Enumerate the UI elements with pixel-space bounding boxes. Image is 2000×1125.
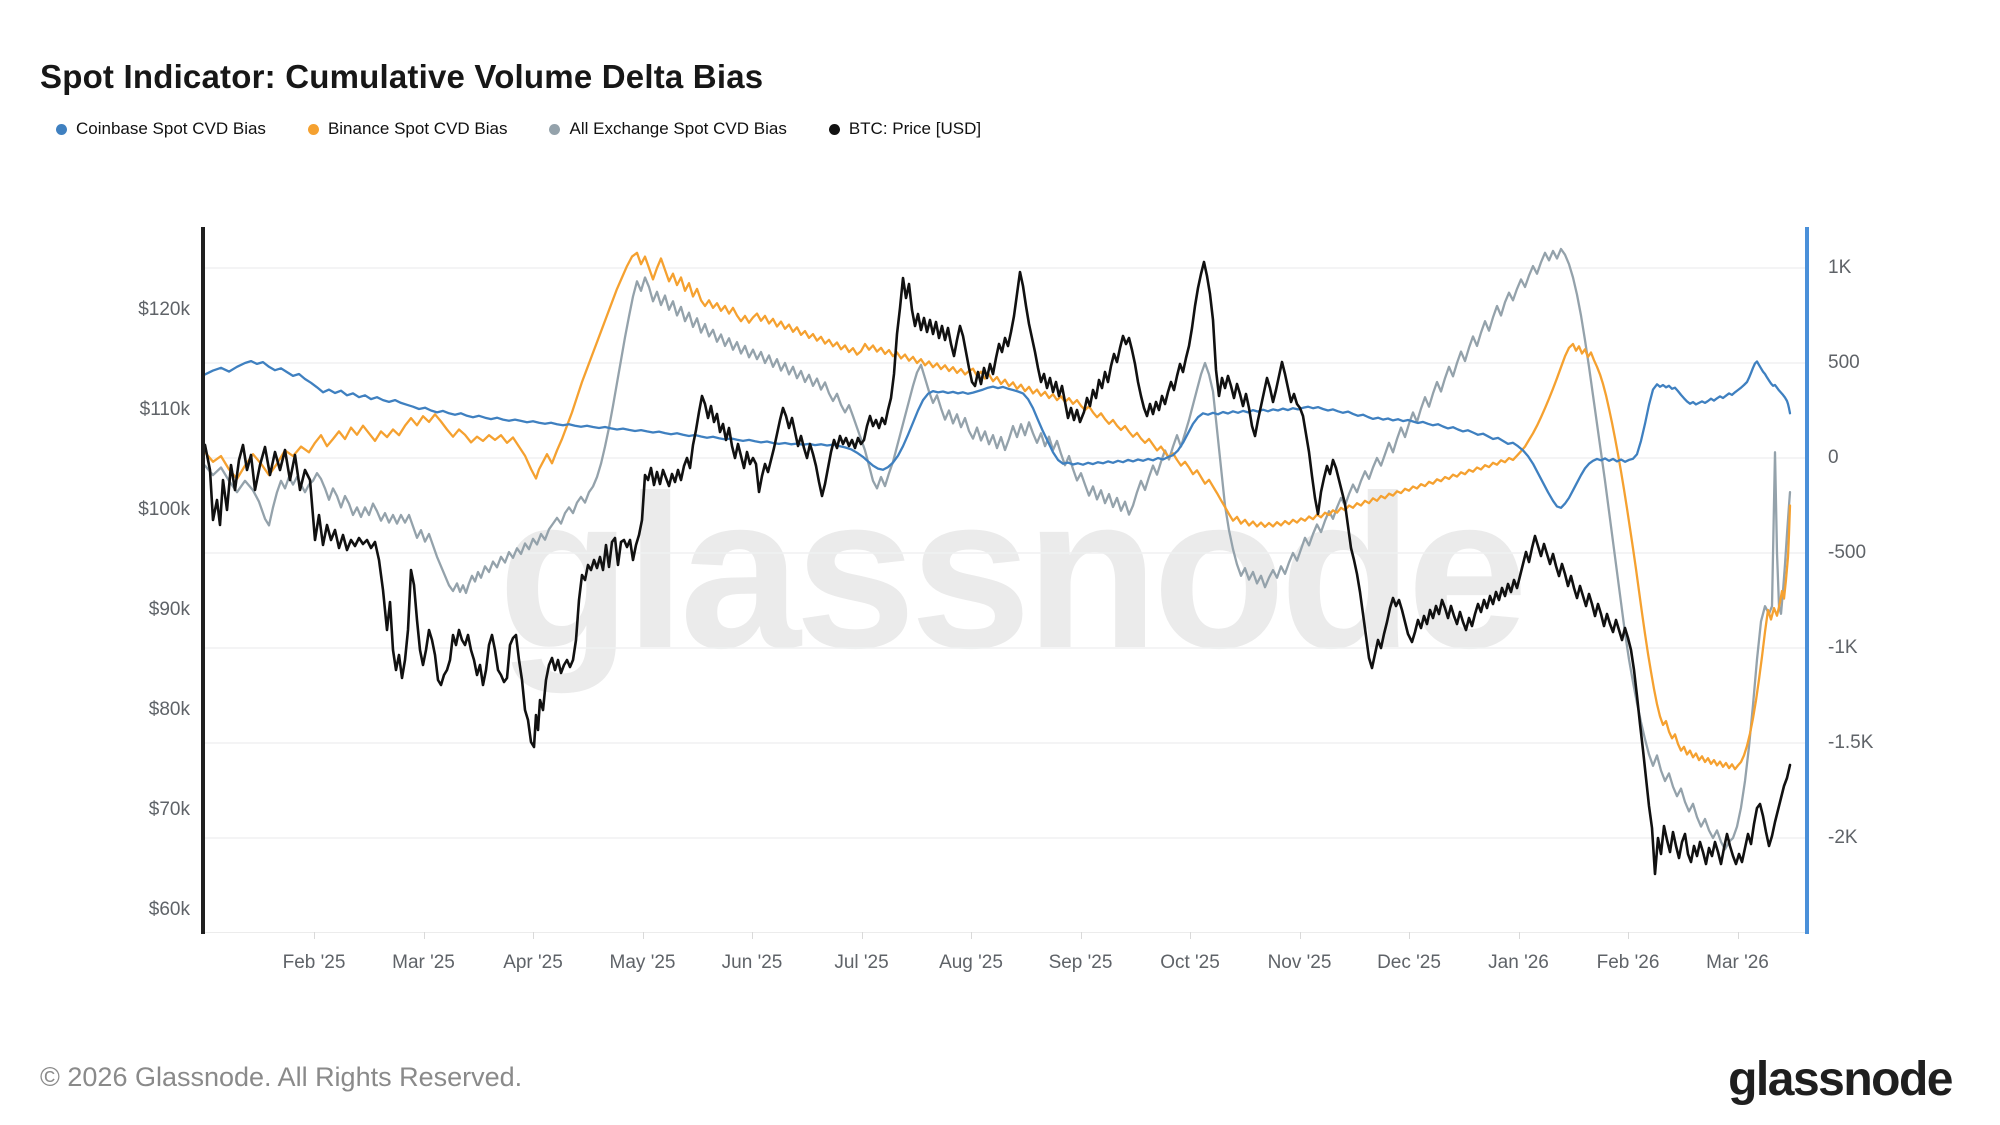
series-line-binance-spot-cvd-bias <box>205 251 1792 771</box>
legend: Coinbase Spot CVD Bias Binance Spot CVD B… <box>56 119 981 139</box>
y-axis-left-tick-label: $70k <box>148 799 190 820</box>
x-axis-tick-label: May '25 <box>609 952 676 973</box>
y-axis-left-tick-label: $100k <box>138 499 190 520</box>
left-axis-spine <box>201 227 205 934</box>
series-line-btc-price-usd- <box>205 260 1792 876</box>
y-axis-right-tick-label: 0 <box>1828 447 1839 468</box>
x-axis-tick-label: Apr '25 <box>503 952 563 973</box>
y-axis-left-tick-label: $110k <box>139 399 190 420</box>
x-axis-tick-mark <box>1080 932 1082 939</box>
x-axis-tick-label: Nov '25 <box>1267 952 1332 973</box>
legend-item-coinbase-spot-cvd-bias[interactable]: Coinbase Spot CVD Bias <box>56 119 266 139</box>
legend-label: BTC: Price [USD] <box>848 119 982 138</box>
x-axis-tick-label: Jan '26 <box>1488 952 1549 973</box>
x-axis-tick-mark <box>1518 932 1520 939</box>
plot-bottom-line <box>205 932 1806 933</box>
y-axis-right-tick-label: -500 <box>1828 542 1867 563</box>
legend-dot-icon <box>56 123 67 135</box>
page-title: Spot Indicator: Cumulative Volume Delta … <box>40 58 764 96</box>
y-axis-right-tick-label: 1K <box>1828 257 1852 278</box>
x-axis-tick-label: Sep '25 <box>1048 952 1113 973</box>
y-axis-left-tick-label: $120k <box>138 299 190 320</box>
x-axis-tick-mark <box>971 932 972 939</box>
y-axis-left-tick-label: $60k <box>148 899 190 920</box>
series-line-coinbase-spot-cvd-bias <box>205 359 1792 509</box>
x-axis-tick-label: Mar '25 <box>392 952 455 973</box>
legend-dot-icon <box>549 123 561 135</box>
x-axis-tick-mark <box>423 932 425 939</box>
x-axis-tick-mark <box>642 932 644 939</box>
y-axis-right-tick-label: -1.5K <box>1828 732 1874 753</box>
y-axis-right-tick-label: -1K <box>1828 637 1858 658</box>
copyright-text: © 2026 Glassnode. All Rights Reserved. <box>40 1062 523 1092</box>
x-axis-tick-mark <box>861 932 863 939</box>
x-axis-tick-mark <box>1628 932 1629 939</box>
legend-dot-icon <box>307 123 319 135</box>
legend-item-binance-spot-cvd-bias[interactable]: Binance Spot CVD Bias <box>307 119 508 139</box>
x-axis-tick-label: Jul '25 <box>834 952 889 973</box>
x-axis-tick-mark <box>1190 932 1191 939</box>
x-axis-tick-label: Feb '26 <box>1596 952 1660 973</box>
x-axis-tick-mark <box>752 932 753 939</box>
x-axis-tick-mark <box>314 932 315 939</box>
legend-dot-icon <box>828 123 840 135</box>
x-axis-tick-label: Dec '25 <box>1377 952 1441 973</box>
y-axis-right-tick-label: 500 <box>1828 352 1860 373</box>
legend-label: Binance Spot CVD Bias <box>327 119 508 138</box>
x-axis-tick-label: Mar '26 <box>1706 952 1769 973</box>
y-axis-left-tick-label: $80k <box>148 699 190 720</box>
glassnode-logo[interactable]: glassnode <box>1728 1053 1953 1106</box>
x-axis-tick-mark <box>533 932 534 939</box>
x-axis-tick-mark <box>1409 932 1410 939</box>
y-axis-left-tick-label: $90k <box>148 599 190 620</box>
x-axis-tick-label: Aug '25 <box>939 952 1003 973</box>
x-axis-tick-mark <box>1737 932 1739 939</box>
x-axis-tick-mark <box>1299 932 1301 939</box>
right-axis-spine <box>1805 227 1809 934</box>
plot-svg <box>205 247 1806 876</box>
x-axis-tick-label: Feb '25 <box>282 952 346 973</box>
x-axis-tick-label: Jun '25 <box>721 952 783 973</box>
legend-item-all-exchange-spot-cvd-bias[interactable]: All Exchange Spot CVD Bias <box>549 119 787 139</box>
legend-label: Coinbase Spot CVD Bias <box>76 119 266 138</box>
y-axis-right-tick-label: -2K <box>1828 827 1858 848</box>
legend-label: All Exchange Spot CVD Bias <box>569 119 787 138</box>
legend-item-btc-price-usd-[interactable]: BTC: Price [USD] <box>828 119 982 139</box>
series-line-all-exchange-spot-cvd-bias <box>205 247 1792 851</box>
x-axis-tick-label: Oct '25 <box>1160 952 1220 973</box>
